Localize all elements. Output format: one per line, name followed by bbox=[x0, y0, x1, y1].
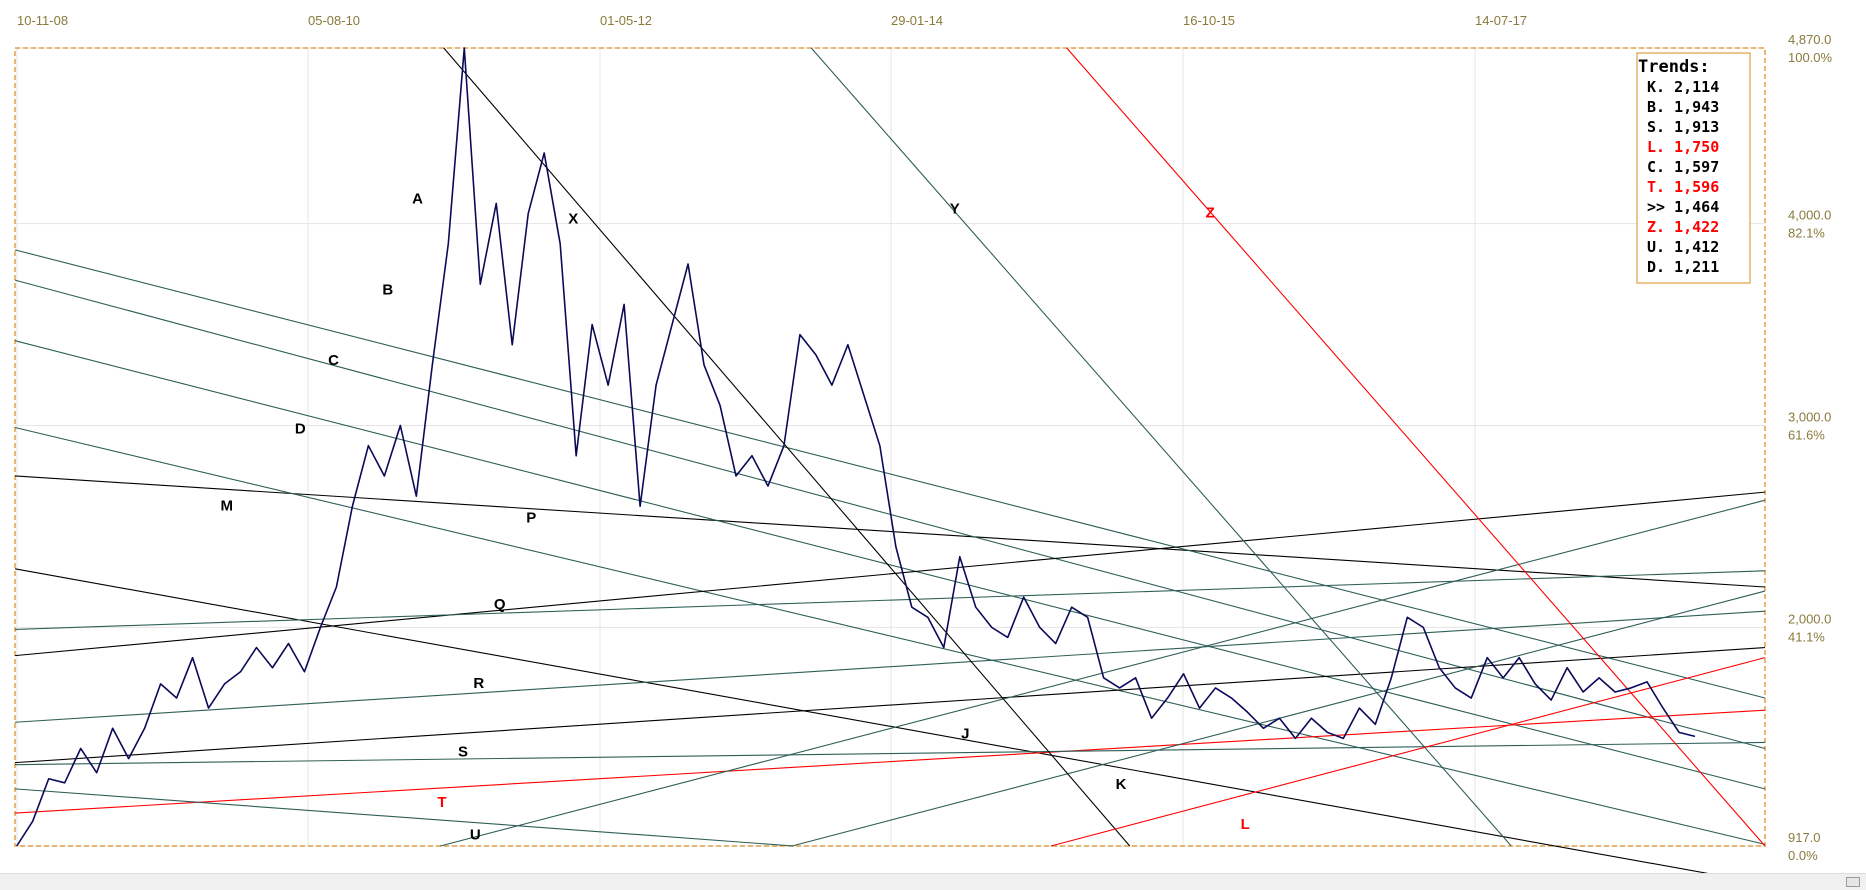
trend-line bbox=[14, 426, 1766, 845]
trend-labels: A B C D M P Q R S T U X Y Z J K L bbox=[221, 190, 1250, 843]
legend-title: Trends: bbox=[1638, 57, 1710, 77]
y-axis-labels: 4,870.0 100.0% 4,000.0 82.1% 3,000.0 61.6% 2,0… bbox=[1788, 32, 1833, 863]
trend-lines bbox=[14, 47, 1766, 885]
trend-label: U bbox=[470, 826, 481, 843]
trend-line bbox=[14, 568, 1766, 885]
trend-line bbox=[14, 647, 1766, 764]
trend-line bbox=[14, 249, 1766, 699]
trend-line bbox=[14, 788, 794, 847]
y-tick-label: 4,000.0 bbox=[1788, 208, 1831, 223]
legend-entry: T. 1,596 bbox=[1647, 178, 1719, 196]
trend-label: X bbox=[568, 211, 578, 228]
legend-entry: C. 1,597 bbox=[1647, 158, 1719, 176]
legend-entry: B. 1,943 bbox=[1647, 98, 1719, 116]
trend-label: K bbox=[1116, 776, 1127, 793]
legend-entry: U. 1,412 bbox=[1647, 238, 1719, 256]
y-tick-label: 4,870.0 bbox=[1788, 32, 1831, 47]
trend-label: C bbox=[328, 352, 339, 369]
legend-entry: Z. 1,422 bbox=[1647, 218, 1719, 236]
price-series bbox=[16, 47, 1696, 847]
x-tick-label: 01-05-12 bbox=[600, 13, 652, 28]
x-tick-label: 16-10-15 bbox=[1183, 13, 1235, 28]
x-tick-label: 14-07-17 bbox=[1475, 13, 1527, 28]
trends-legend: Trends: K. 2,114 B. 1,943 S. 1,913 L. 1,750… bbox=[1636, 52, 1751, 284]
trend-label: L bbox=[1241, 816, 1250, 833]
trend-line bbox=[14, 709, 1766, 814]
legend-entry: L. 1,750 bbox=[1647, 138, 1719, 156]
legend-entry: K. 2,114 bbox=[1647, 78, 1719, 96]
y-tick-label: 2,000.0 bbox=[1788, 611, 1831, 626]
trend-label: J bbox=[961, 725, 969, 742]
trend-line bbox=[14, 475, 1766, 588]
trend-label: D bbox=[295, 421, 306, 438]
trend-line bbox=[443, 47, 1131, 847]
trend-label: R bbox=[473, 675, 484, 692]
trend-label: T bbox=[437, 794, 446, 811]
trend-label: M bbox=[221, 497, 234, 514]
horizontal-scrollbar[interactable] bbox=[0, 873, 1866, 890]
legend-entry: >> 1,464 bbox=[1647, 198, 1719, 216]
trend-label: Q bbox=[494, 596, 506, 613]
trend-line bbox=[810, 47, 1512, 847]
y-percent-label: 82.1% bbox=[1788, 226, 1825, 241]
x-tick-label: 10-11-08 bbox=[17, 13, 68, 28]
trend-label: A bbox=[412, 190, 423, 207]
trend-label: Y bbox=[950, 201, 960, 218]
x-tick-label: 05-08-10 bbox=[308, 13, 360, 28]
legend-entry: D. 1,211 bbox=[1647, 258, 1719, 276]
x-tick-label: 29-01-14 bbox=[891, 13, 943, 28]
y-percent-label: 41.1% bbox=[1788, 629, 1825, 644]
y-percent-label: 0.0% bbox=[1788, 848, 1818, 863]
y-percent-label: 100.0% bbox=[1788, 50, 1833, 65]
trend-label: S bbox=[458, 744, 468, 761]
legend-box bbox=[1636, 52, 1751, 284]
y-percent-label: 61.6% bbox=[1788, 428, 1825, 443]
legend-entry: S. 1,913 bbox=[1647, 118, 1719, 136]
trend-label: Z bbox=[1206, 205, 1215, 222]
trend-line bbox=[14, 741, 1766, 766]
trend-line bbox=[14, 570, 1766, 630]
trend-label: B bbox=[382, 281, 393, 298]
trend-line bbox=[14, 340, 1766, 790]
trend-line bbox=[14, 610, 1766, 723]
scroll-grip-icon[interactable] bbox=[1846, 877, 1860, 887]
y-tick-label: 3,000.0 bbox=[1788, 410, 1831, 425]
price-line bbox=[16, 47, 1696, 847]
trend-line bbox=[1066, 47, 1766, 847]
trend-line bbox=[1050, 657, 1766, 847]
y-tick-label: 917.0 bbox=[1788, 830, 1821, 845]
plot-frame bbox=[14, 47, 1766, 847]
trend-label: P bbox=[526, 509, 536, 526]
x-axis-labels: 10-11-08 05-08-10 01-05-12 29-01-14 16-10-15… bbox=[17, 13, 1527, 28]
trend-line bbox=[14, 491, 1766, 657]
